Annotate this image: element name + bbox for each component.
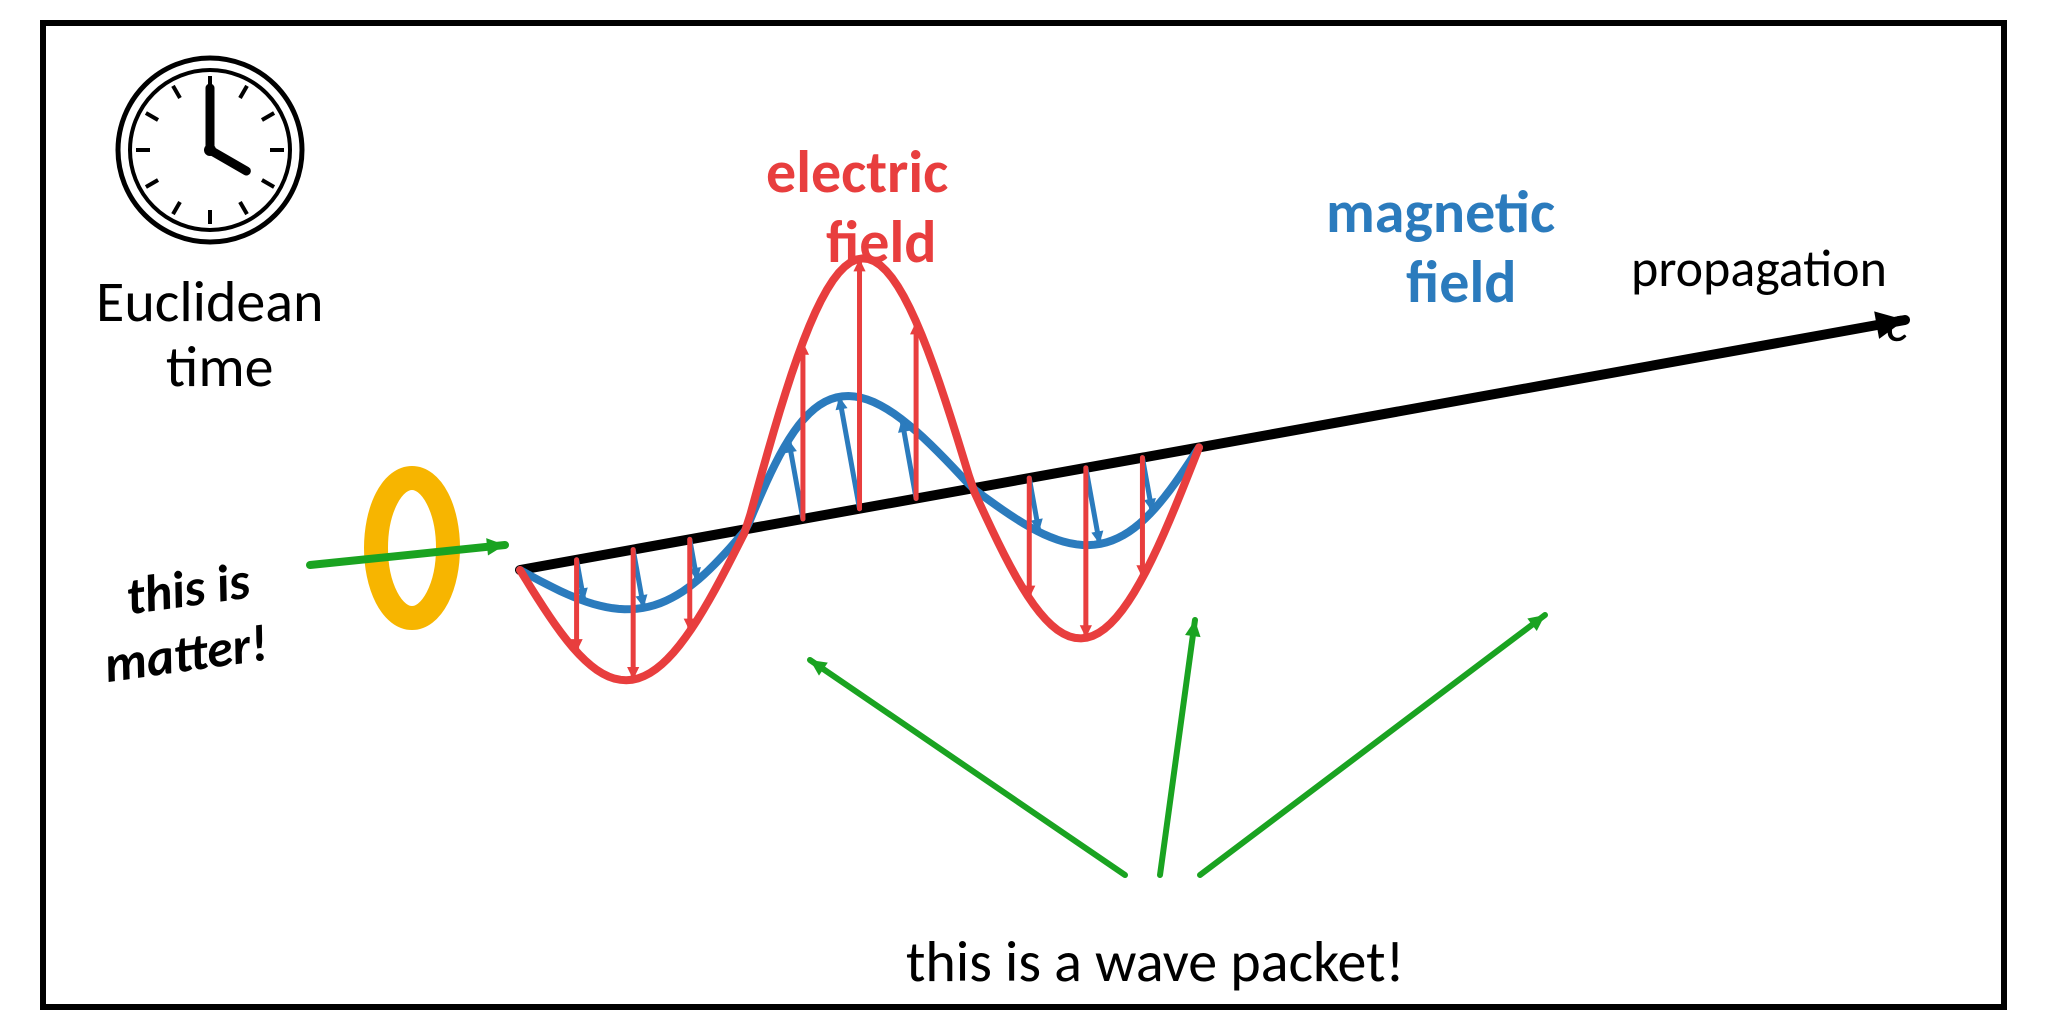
diagram-svg: [46, 26, 2001, 1004]
euclidean-label-1: Euclidean: [96, 266, 324, 337]
electric-label-1: electric: [766, 136, 948, 209]
electric-label-2: field: [826, 206, 936, 279]
wave-packet-label: this is a wave packet!: [906, 926, 1404, 997]
magnetic-label-1: magnetic: [1326, 176, 1555, 249]
diagram-frame: Euclidean time electric field magnetic f…: [40, 20, 2007, 1010]
euclidean-label-2: time: [166, 331, 274, 402]
propagation-c-label: c: [1886, 291, 1908, 355]
magnetic-label-2: field: [1406, 246, 1516, 319]
propagation-label: propagation: [1631, 236, 1887, 300]
